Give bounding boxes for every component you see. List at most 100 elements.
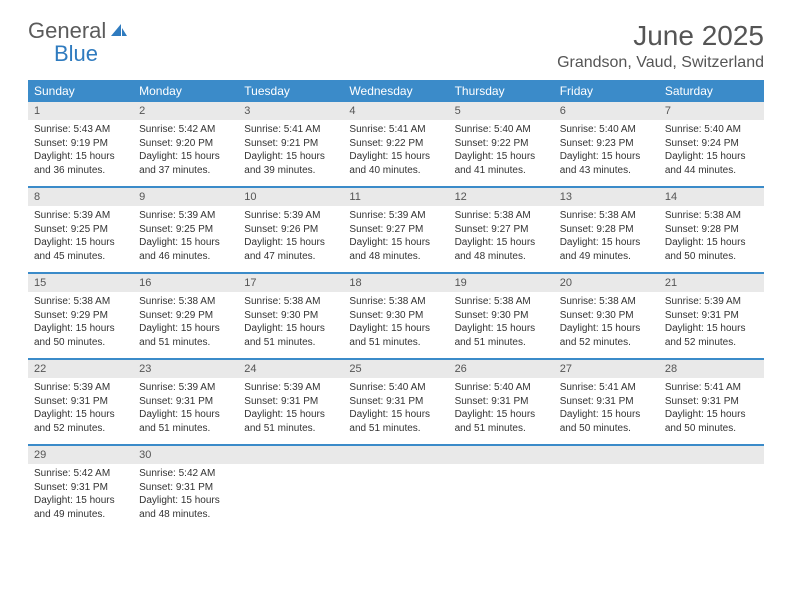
day-number-empty [659, 446, 764, 464]
day-details: Sunrise: 5:38 AMSunset: 9:30 PMDaylight:… [238, 292, 343, 353]
calendar-week: 29Sunrise: 5:42 AMSunset: 9:31 PMDayligh… [28, 445, 764, 530]
day-number: 29 [28, 446, 133, 464]
day-details: Sunrise: 5:41 AMSunset: 9:22 PMDaylight:… [343, 120, 448, 181]
day-details-empty [659, 464, 764, 521]
day-details: Sunrise: 5:41 AMSunset: 9:21 PMDaylight:… [238, 120, 343, 181]
calendar-cell [659, 445, 764, 530]
day-number: 25 [343, 360, 448, 378]
calendar-cell: 18Sunrise: 5:38 AMSunset: 9:30 PMDayligh… [343, 273, 448, 359]
logo-word2: Blue [54, 41, 98, 66]
calendar-table: SundayMondayTuesdayWednesdayThursdayFrid… [28, 80, 764, 530]
day-details: Sunrise: 5:39 AMSunset: 9:27 PMDaylight:… [343, 206, 448, 267]
day-details-empty [449, 464, 554, 521]
calendar-cell: 8Sunrise: 5:39 AMSunset: 9:25 PMDaylight… [28, 187, 133, 273]
day-number: 16 [133, 274, 238, 292]
day-number: 8 [28, 188, 133, 206]
weekday-header: Wednesday [343, 80, 448, 102]
day-details: Sunrise: 5:40 AMSunset: 9:31 PMDaylight:… [343, 378, 448, 439]
logo: General Blue [28, 20, 129, 66]
day-details: Sunrise: 5:42 AMSunset: 9:31 PMDaylight:… [133, 464, 238, 525]
calendar-cell: 24Sunrise: 5:39 AMSunset: 9:31 PMDayligh… [238, 359, 343, 445]
day-number: 7 [659, 102, 764, 120]
day-details: Sunrise: 5:38 AMSunset: 9:29 PMDaylight:… [28, 292, 133, 353]
calendar-cell: 16Sunrise: 5:38 AMSunset: 9:29 PMDayligh… [133, 273, 238, 359]
calendar-cell: 3Sunrise: 5:41 AMSunset: 9:21 PMDaylight… [238, 102, 343, 187]
logo-text: General Blue [28, 20, 129, 66]
day-number: 5 [449, 102, 554, 120]
day-number: 26 [449, 360, 554, 378]
day-number: 28 [659, 360, 764, 378]
calendar-cell [554, 445, 659, 530]
day-details: Sunrise: 5:40 AMSunset: 9:24 PMDaylight:… [659, 120, 764, 181]
calendar-body: 1Sunrise: 5:43 AMSunset: 9:19 PMDaylight… [28, 102, 764, 530]
calendar-cell: 23Sunrise: 5:39 AMSunset: 9:31 PMDayligh… [133, 359, 238, 445]
day-number: 22 [28, 360, 133, 378]
day-details: Sunrise: 5:38 AMSunset: 9:28 PMDaylight:… [659, 206, 764, 267]
weekday-header: Tuesday [238, 80, 343, 102]
day-number: 15 [28, 274, 133, 292]
day-details: Sunrise: 5:38 AMSunset: 9:29 PMDaylight:… [133, 292, 238, 353]
day-number: 4 [343, 102, 448, 120]
calendar-cell: 7Sunrise: 5:40 AMSunset: 9:24 PMDaylight… [659, 102, 764, 187]
calendar-cell: 28Sunrise: 5:41 AMSunset: 9:31 PMDayligh… [659, 359, 764, 445]
day-number: 30 [133, 446, 238, 464]
calendar-cell: 6Sunrise: 5:40 AMSunset: 9:23 PMDaylight… [554, 102, 659, 187]
calendar-cell: 5Sunrise: 5:40 AMSunset: 9:22 PMDaylight… [449, 102, 554, 187]
logo-word1: General [28, 18, 106, 43]
day-number-empty [343, 446, 448, 464]
calendar-cell: 29Sunrise: 5:42 AMSunset: 9:31 PMDayligh… [28, 445, 133, 530]
day-details: Sunrise: 5:38 AMSunset: 9:30 PMDaylight:… [554, 292, 659, 353]
day-number: 12 [449, 188, 554, 206]
title-block: June 2025 Grandson, Vaud, Switzerland [557, 20, 764, 72]
calendar-cell: 9Sunrise: 5:39 AMSunset: 9:25 PMDaylight… [133, 187, 238, 273]
day-details: Sunrise: 5:43 AMSunset: 9:19 PMDaylight:… [28, 120, 133, 181]
calendar-cell: 17Sunrise: 5:38 AMSunset: 9:30 PMDayligh… [238, 273, 343, 359]
month-title: June 2025 [557, 20, 764, 52]
day-number-empty [554, 446, 659, 464]
day-number: 21 [659, 274, 764, 292]
calendar-week: 1Sunrise: 5:43 AMSunset: 9:19 PMDaylight… [28, 102, 764, 187]
calendar-cell: 25Sunrise: 5:40 AMSunset: 9:31 PMDayligh… [343, 359, 448, 445]
day-number: 17 [238, 274, 343, 292]
day-details: Sunrise: 5:38 AMSunset: 9:30 PMDaylight:… [449, 292, 554, 353]
day-details-empty [554, 464, 659, 521]
calendar-cell: 1Sunrise: 5:43 AMSunset: 9:19 PMDaylight… [28, 102, 133, 187]
location: Grandson, Vaud, Switzerland [557, 54, 764, 72]
weekday-header: Friday [554, 80, 659, 102]
day-details: Sunrise: 5:38 AMSunset: 9:27 PMDaylight:… [449, 206, 554, 267]
day-details: Sunrise: 5:38 AMSunset: 9:28 PMDaylight:… [554, 206, 659, 267]
day-number: 23 [133, 360, 238, 378]
weekday-header-row: SundayMondayTuesdayWednesdayThursdayFrid… [28, 80, 764, 102]
weekday-header: Monday [133, 80, 238, 102]
calendar-cell [238, 445, 343, 530]
calendar-cell: 26Sunrise: 5:40 AMSunset: 9:31 PMDayligh… [449, 359, 554, 445]
day-number: 1 [28, 102, 133, 120]
calendar-cell: 10Sunrise: 5:39 AMSunset: 9:26 PMDayligh… [238, 187, 343, 273]
day-number: 11 [343, 188, 448, 206]
calendar-cell: 4Sunrise: 5:41 AMSunset: 9:22 PMDaylight… [343, 102, 448, 187]
calendar-cell: 22Sunrise: 5:39 AMSunset: 9:31 PMDayligh… [28, 359, 133, 445]
logo-sail-icon [109, 22, 129, 43]
calendar-cell: 30Sunrise: 5:42 AMSunset: 9:31 PMDayligh… [133, 445, 238, 530]
day-number: 13 [554, 188, 659, 206]
calendar-cell: 2Sunrise: 5:42 AMSunset: 9:20 PMDaylight… [133, 102, 238, 187]
calendar-cell: 13Sunrise: 5:38 AMSunset: 9:28 PMDayligh… [554, 187, 659, 273]
day-details: Sunrise: 5:39 AMSunset: 9:26 PMDaylight:… [238, 206, 343, 267]
calendar-cell: 12Sunrise: 5:38 AMSunset: 9:27 PMDayligh… [449, 187, 554, 273]
day-number: 9 [133, 188, 238, 206]
day-number: 6 [554, 102, 659, 120]
calendar-cell: 15Sunrise: 5:38 AMSunset: 9:29 PMDayligh… [28, 273, 133, 359]
day-number: 3 [238, 102, 343, 120]
day-number-empty [238, 446, 343, 464]
day-number: 24 [238, 360, 343, 378]
day-number: 14 [659, 188, 764, 206]
day-details: Sunrise: 5:39 AMSunset: 9:31 PMDaylight:… [28, 378, 133, 439]
day-details: Sunrise: 5:39 AMSunset: 9:25 PMDaylight:… [28, 206, 133, 267]
calendar-cell: 20Sunrise: 5:38 AMSunset: 9:30 PMDayligh… [554, 273, 659, 359]
day-details-empty [343, 464, 448, 521]
weekday-header: Saturday [659, 80, 764, 102]
day-details-empty [238, 464, 343, 521]
day-details: Sunrise: 5:40 AMSunset: 9:22 PMDaylight:… [449, 120, 554, 181]
day-details: Sunrise: 5:38 AMSunset: 9:30 PMDaylight:… [343, 292, 448, 353]
day-details: Sunrise: 5:39 AMSunset: 9:31 PMDaylight:… [238, 378, 343, 439]
